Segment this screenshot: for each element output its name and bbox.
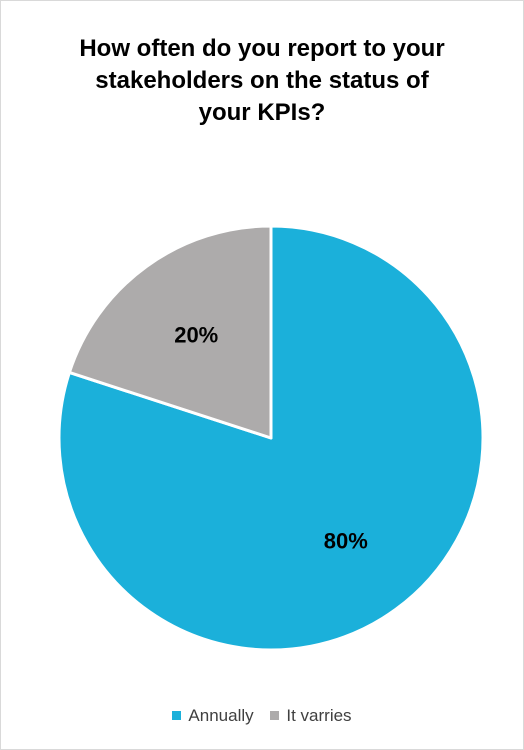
chart-title-line-3: your KPIs? (198, 99, 326, 126)
legend-swatch-annually (172, 711, 182, 720)
legend-entry-it-varries: It varries (270, 705, 352, 726)
legend: Annually It varries (1, 705, 523, 726)
data-label-annually: 80% (324, 528, 368, 553)
chart-title: How often do you report to your stakehol… (41, 33, 483, 129)
legend-entry-annually: Annually (172, 705, 254, 726)
pie-chart: 80% 20% (57, 224, 485, 652)
pie-slice-it-varries (67, 224, 273, 440)
legend-swatch-it-varries (270, 711, 280, 720)
legend-label-it-varries: It varries (286, 705, 352, 725)
data-label-it-varries: 20% (174, 323, 218, 348)
chart-title-line-1: How often do you report to your (79, 35, 445, 62)
legend-label-annually: Annually (188, 705, 254, 725)
chart-title-line-2: stakeholders on the status of (95, 67, 429, 94)
